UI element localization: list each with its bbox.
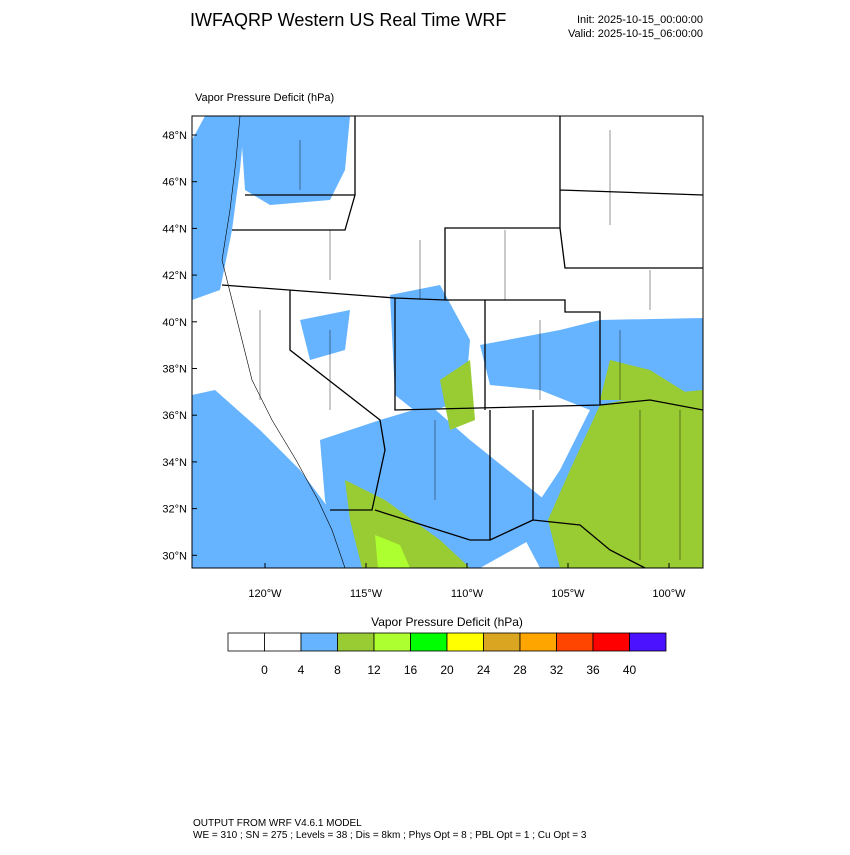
colorbar-box [300,632,338,652]
footer-line: WE = 310 ; SN = 275 ; Levels = 38 ; Dis … [193,830,587,841]
title: IWFAQRP Western US Real Time WRF [190,10,506,30]
colorbar-label: 24 [477,663,491,677]
footer-line: OUTPUT FROM WRF V4.6.1 MODEL [193,818,362,829]
lat-label: 42°N [162,270,187,282]
colorbar: 0 4 8 12 16 20 24 28 32 36 40 [227,632,667,677]
lat-label: 32°N [162,504,187,516]
map-subtitle: Vapor Pressure Deficit (hPa) [195,92,334,104]
lat-label: 44°N [162,223,187,235]
lon-label: 105°W [551,588,585,600]
colorbar-label: 0 [261,663,268,677]
lon-label: 120°W [248,588,282,600]
colorbar-box [519,632,557,652]
lat-label: 40°N [162,317,187,329]
lon-label: 100°W [652,588,686,600]
colorbar-label: 4 [298,663,305,677]
colorbar-box [556,632,594,652]
lon-labels: 120°W 115°W 110°W 105°W 100°W [248,563,686,600]
lat-label: 36°N [162,410,187,422]
colorbar-label: 16 [404,663,418,677]
colorbar-box [483,632,521,652]
colorbar-box [592,632,630,652]
map [191,115,704,569]
colorbar-box [410,632,448,652]
colorbar-label: 40 [623,663,637,677]
colorbar-label: 28 [513,663,527,677]
colorbar-label: 32 [550,663,564,677]
colorbar-title: Vapor Pressure Deficit (hPa) [371,615,523,629]
valid-time: Valid: 2025-10-15_06:00:00 [568,28,703,40]
lon-label: 110°W [451,588,484,600]
init-time: Init: 2025-10-15_00:00:00 [577,14,703,26]
lat-labels: 48°N 46°N 44°N 42°N 40°N 38°N 36°N 34°N 32°N 30°N [162,130,197,562]
colorbar-box [373,632,411,652]
lat-label: 34°N [162,457,187,469]
lat-label: 38°N [162,364,187,376]
lat-label: 46°N [162,177,187,189]
lat-label: 48°N [162,130,187,142]
colorbar-label: 12 [367,663,381,677]
colorbar-box [629,632,667,652]
colorbar-label: 8 [334,663,341,677]
lat-label: 30°N [162,550,187,562]
colorbar-box [446,632,484,652]
colorbar-label: 20 [440,663,454,677]
colorbar-box [264,632,302,652]
colorbar-box [227,632,265,652]
colorbar-label: 36 [586,663,600,677]
colorbar-box [337,632,375,652]
lon-label: 115°W [350,588,383,600]
